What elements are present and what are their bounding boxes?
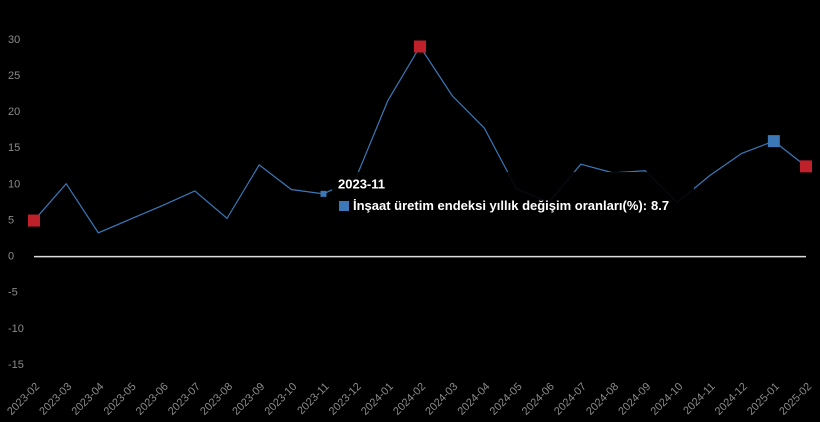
x-tick-label: 2023-06: [134, 381, 171, 418]
tooltip-swatch: [339, 201, 349, 211]
x-tick-label: 2023-10: [262, 381, 299, 418]
x-tick-label: 2023-05: [102, 381, 139, 418]
y-tick-label: 0: [8, 251, 14, 263]
tooltip-text: İnşaat üretim endeksi yıllık değişim ora…: [353, 198, 669, 213]
x-tick-label: 2025-02: [777, 381, 814, 418]
y-tick-label: 15: [8, 142, 20, 154]
y-tick-label: 5: [8, 214, 14, 226]
x-tick-label: 2025-01: [745, 381, 782, 418]
tooltip: 2023-11 İnşaat üretim endeksi yıllık deği…: [332, 172, 694, 218]
tooltip-box: [332, 172, 694, 218]
marker: [800, 160, 812, 173]
x-tick-label: 2024-08: [584, 381, 621, 418]
x-tick-label: 2023-02: [5, 381, 42, 418]
y-tick-label: 30: [8, 34, 20, 46]
x-tick-label: 2024-09: [616, 381, 653, 418]
y-tick-label: 20: [8, 106, 20, 118]
marker: [28, 214, 40, 227]
tooltip-value: 8.7: [651, 198, 669, 213]
x-tick-label: 2024-07: [552, 381, 589, 418]
tooltip-title: 2023-11: [338, 176, 385, 191]
x-tick-label: 2023-11: [295, 381, 331, 417]
marker: [767, 135, 780, 148]
x-tick-label: 2024-11: [681, 381, 717, 417]
x-tick-label: 2024-10: [648, 381, 685, 418]
tooltip-label: İnşaat üretim endeksi yıllık değişim ora…: [353, 198, 647, 213]
x-tick-label: 2024-05: [488, 381, 525, 418]
x-tick-label: 2023-08: [198, 381, 235, 418]
x-tick-label: 2023-12: [327, 381, 364, 418]
y-tick-label: -5: [8, 287, 18, 299]
x-tick-label: 2024-12: [713, 381, 750, 418]
y-tick-label: 25: [8, 70, 20, 82]
x-tick-label: 2023-07: [166, 381, 203, 418]
y-tick-label: 10: [8, 178, 20, 190]
x-tick-label: 2024-03: [423, 381, 460, 418]
x-tick-label: 2024-02: [391, 381, 428, 418]
hover-marker: [320, 190, 327, 197]
x-tick-label: 2024-04: [455, 381, 492, 418]
marker: [414, 40, 426, 53]
x-tick-label: 2024-06: [520, 381, 557, 418]
y-tick-label: -15: [8, 359, 24, 371]
x-tick-label: 2023-09: [230, 381, 267, 418]
x-tick-label: 2023-04: [69, 381, 106, 418]
x-tick-label: 2023-03: [37, 381, 74, 418]
y-tick-label: -10: [8, 323, 24, 335]
x-tick-label: 2024-01: [359, 381, 396, 418]
